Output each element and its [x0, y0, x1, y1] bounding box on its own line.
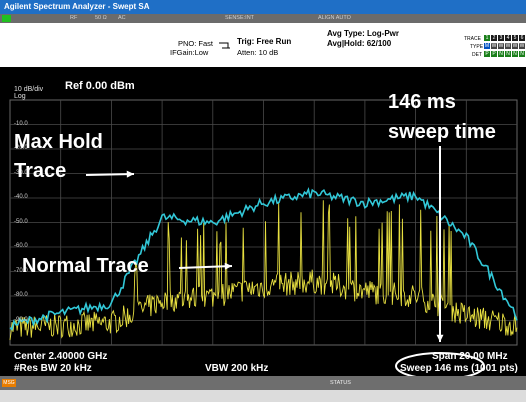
- sweep-time-annotation-line1: 146 ms: [388, 91, 456, 113]
- status-strip: [0, 390, 526, 402]
- video-bandwidth: VBW 200 kHz: [205, 363, 269, 374]
- atten-setting: Atten: 10 dB: [237, 48, 279, 57]
- sense-label: SENSE:INT: [225, 15, 255, 21]
- status-bar: MSG STATUS: [0, 376, 526, 402]
- trace-cell-type-3: W: [498, 43, 504, 49]
- trace-cell-type-2: W: [491, 43, 497, 49]
- y-tick-label: -90.0: [14, 316, 28, 323]
- frequency-span: Span 20.00 MHz: [432, 351, 508, 362]
- reference-level: Ref 0.00 dBm: [65, 80, 135, 92]
- max-hold-annotation-line1: Max Hold: [14, 131, 103, 153]
- trace-cell-det-6: N: [519, 51, 525, 57]
- trigger-setting: Trig: Free Run: [237, 37, 292, 46]
- status-label[interactable]: STATUS: [330, 380, 351, 386]
- y-tick-label: -30.0: [14, 169, 28, 176]
- trace-cell-trace-3: 3: [498, 35, 504, 41]
- pno-setting: PNO: Fast: [178, 39, 214, 48]
- trace-cell-det-2: P: [491, 51, 497, 57]
- ifgain-setting: IFGain:Low: [170, 48, 209, 57]
- trace-cell-type-4: W: [505, 43, 511, 49]
- message-indicator[interactable]: MSG: [2, 379, 16, 387]
- avg-type-setting: Avg Type: Log-Pwr: [327, 29, 399, 38]
- center-frequency: Center 2.40000 GHz: [14, 351, 108, 362]
- y-tick-label: -50.0: [14, 218, 28, 225]
- sweep-highlight-circle: [395, 352, 485, 376]
- normal-trace-arrow-head: [224, 262, 232, 270]
- type-row-label: TYPE: [470, 44, 484, 50]
- y-tick-label: -10.0: [14, 120, 28, 127]
- y-tick-label: -40.0: [14, 194, 28, 200]
- trigger-icon: [219, 42, 230, 49]
- scale-per-div: 10 dB/div: [14, 86, 44, 93]
- trace-cell-det-4: N: [505, 51, 511, 57]
- trace-cell-type-5: W: [512, 43, 518, 49]
- trace-cell-type-6: W: [519, 43, 525, 49]
- trace-cell-type-1: M: [484, 43, 490, 49]
- trace-row-label: TRACE: [464, 36, 481, 42]
- trace-cell-trace-6: 6: [519, 35, 525, 41]
- y-tick-label: -20.0: [14, 145, 28, 151]
- sweep-time-annotation-line2: sweep time: [388, 121, 496, 143]
- trace-cell-trace-1: 1: [484, 35, 490, 41]
- normal-trace-annotation: Normal Trace: [22, 255, 149, 277]
- det-row-label: DET: [472, 52, 482, 58]
- sweep-time-arrow-head: [436, 334, 444, 342]
- spectrum-plot[interactable]: [0, 67, 526, 376]
- y-tick-label: -70.0: [14, 267, 28, 274]
- normal-trace-arrow-shaft: [178, 265, 233, 269]
- rf-label: RF: [70, 15, 78, 21]
- normal-trace-line: [9, 200, 518, 341]
- window-title: Agilent Spectrum Analyzer - Swept SA: [0, 0, 526, 14]
- align-label: ALIGN AUTO: [318, 15, 351, 21]
- y-tick-label: -60.0: [14, 243, 28, 249]
- max-hold-arrow-head: [126, 170, 134, 178]
- max-hold-annotation-line2: Trace: [14, 160, 67, 182]
- impedance-label: 50 Ω: [95, 15, 107, 21]
- max-hold-arrow-shaft: [85, 173, 135, 176]
- max-hold-trace-line: [9, 186, 518, 331]
- plot-panel[interactable]: [0, 67, 526, 376]
- trace-cell-det-3: N: [498, 51, 504, 57]
- scale-type: Log: [14, 93, 26, 100]
- y-tick-label: -80.0: [14, 292, 28, 298]
- trace-cell-det-5: N: [512, 51, 518, 57]
- avg-hold-setting: Avg|Hold: 62/100: [327, 39, 392, 48]
- trace-cell-trace-4: 4: [505, 35, 511, 41]
- trace-cell-trace-2: 2: [491, 35, 497, 41]
- trace-cell-trace-5: 5: [512, 35, 518, 41]
- connection-indicator-icon: [2, 15, 11, 22]
- trace-cell-det-1: P: [484, 51, 490, 57]
- coupling-label: AC: [118, 15, 126, 21]
- resolution-bandwidth: #Res BW 20 kHz: [14, 363, 92, 374]
- settings-panel: PNO: Fast IFGain:Low Trig: Free Run Atte…: [0, 23, 526, 67]
- hardware-status-bar: RF 50 Ω AC SENSE:INT ALIGN AUTO: [0, 14, 526, 23]
- sweep-setting: Sweep 146 ms (1001 pts): [400, 363, 518, 374]
